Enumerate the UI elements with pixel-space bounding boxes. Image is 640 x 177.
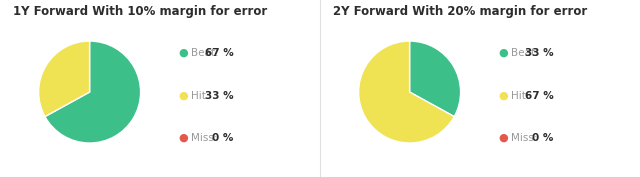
Wedge shape <box>38 41 90 117</box>
Text: Hit:: Hit: <box>191 91 209 101</box>
Text: ●: ● <box>498 133 508 143</box>
Text: 33 %: 33 % <box>525 48 554 58</box>
Text: 67 %: 67 % <box>525 91 554 101</box>
Wedge shape <box>410 41 461 117</box>
Wedge shape <box>358 41 454 143</box>
Text: Hit:: Hit: <box>511 91 529 101</box>
Text: Beat:: Beat: <box>511 48 538 58</box>
Text: 33 %: 33 % <box>205 91 234 101</box>
Text: ●: ● <box>178 91 188 101</box>
Wedge shape <box>45 41 141 143</box>
Text: 67 %: 67 % <box>205 48 234 58</box>
Text: ●: ● <box>498 91 508 101</box>
Text: Miss:: Miss: <box>191 133 217 143</box>
Text: ●: ● <box>178 48 188 58</box>
Text: 0 %: 0 % <box>532 133 554 143</box>
Text: ●: ● <box>498 48 508 58</box>
Text: ●: ● <box>178 133 188 143</box>
Text: 1Y Forward With 10% margin for error: 1Y Forward With 10% margin for error <box>13 5 267 18</box>
Text: Beat:: Beat: <box>191 48 218 58</box>
Text: 2Y Forward With 20% margin for error: 2Y Forward With 20% margin for error <box>333 5 587 18</box>
Text: 0 %: 0 % <box>212 133 234 143</box>
Text: Miss:: Miss: <box>511 133 537 143</box>
